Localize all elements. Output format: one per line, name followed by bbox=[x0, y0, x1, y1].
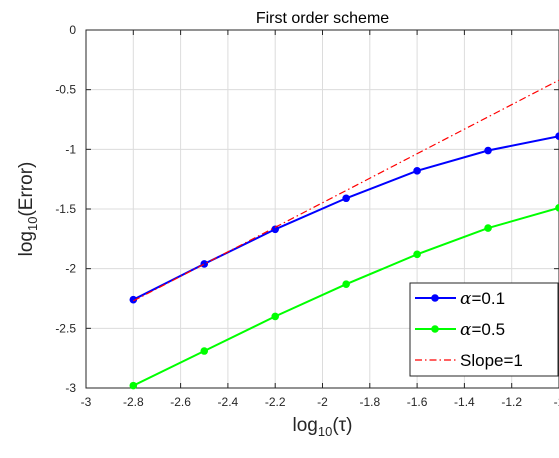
chart-title: First order scheme bbox=[256, 10, 389, 27]
y-tick-label: -1.5 bbox=[55, 202, 76, 216]
data-point bbox=[342, 194, 350, 203]
data-point bbox=[484, 224, 492, 232]
x-axis-title-subscript: 10 bbox=[318, 424, 332, 439]
y-axis-title: log10(Error) bbox=[16, 162, 40, 257]
legend-label: α=0.5 bbox=[460, 320, 505, 340]
legend-marker bbox=[431, 325, 439, 333]
data-point bbox=[271, 312, 280, 321]
y-tick-label: -2 bbox=[65, 262, 76, 276]
x-axis-title-argument: (τ) bbox=[332, 415, 352, 436]
legend-label-symbol: α bbox=[460, 320, 472, 340]
y-tick-label: -3 bbox=[65, 381, 76, 395]
x-axis-title-log: log bbox=[293, 415, 318, 436]
y-axis-title-subscript: 10 bbox=[25, 217, 40, 231]
legend-label: α=0.1 bbox=[460, 289, 505, 309]
data-point bbox=[555, 204, 559, 212]
data-point bbox=[342, 280, 350, 288]
x-tick-label: -1.8 bbox=[359, 395, 380, 409]
x-axis-title: log10(τ) bbox=[293, 415, 353, 439]
data-point bbox=[129, 295, 138, 304]
legend-marker bbox=[431, 294, 439, 302]
legend-label-value: =0.1 bbox=[471, 289, 505, 308]
y-tick-label: -0.5 bbox=[55, 83, 76, 97]
x-tick-label: -1 bbox=[554, 395, 559, 409]
series-lines bbox=[129, 79, 559, 390]
legend-label-value: Slope=1 bbox=[460, 351, 523, 370]
y-axis-title-argument: (Error) bbox=[16, 162, 37, 217]
legend-label-symbol: α bbox=[460, 289, 472, 309]
data-point bbox=[200, 260, 209, 268]
data-point bbox=[413, 167, 421, 175]
axis-ticks: -3 -2.8 -2.6 -2.4 -2.2 -2 -1.8 -1.6 -1.4 -1.2 -1 0 -… bbox=[55, 23, 559, 409]
series-line bbox=[132, 135, 559, 301]
x-tick-label: -3 bbox=[81, 395, 92, 409]
y-tick-label: -2.5 bbox=[55, 321, 76, 335]
data-point bbox=[413, 250, 421, 259]
data-point bbox=[271, 225, 280, 234]
y-axis-title-log: log bbox=[16, 231, 37, 256]
legend-label: Slope=1 bbox=[460, 351, 523, 370]
data-point bbox=[484, 146, 492, 155]
x-tick-label: -2.2 bbox=[265, 395, 286, 409]
y-tick-label: 0 bbox=[69, 23, 76, 37]
x-tick-label: -2.8 bbox=[123, 395, 144, 409]
x-tick-label: -1.4 bbox=[454, 395, 475, 409]
data-point bbox=[129, 381, 138, 390]
data-point bbox=[555, 132, 559, 141]
x-tick-label: -2.6 bbox=[170, 395, 191, 409]
x-tick-label: -1.2 bbox=[501, 395, 522, 409]
legend-label-value: =0.5 bbox=[471, 320, 505, 339]
data-point bbox=[200, 347, 209, 355]
x-tick-label: -1.6 bbox=[407, 395, 428, 409]
x-tick-label: -2 bbox=[317, 395, 328, 409]
x-tick-label: -2.4 bbox=[218, 395, 239, 409]
y-tick-label: -1 bbox=[65, 142, 76, 156]
